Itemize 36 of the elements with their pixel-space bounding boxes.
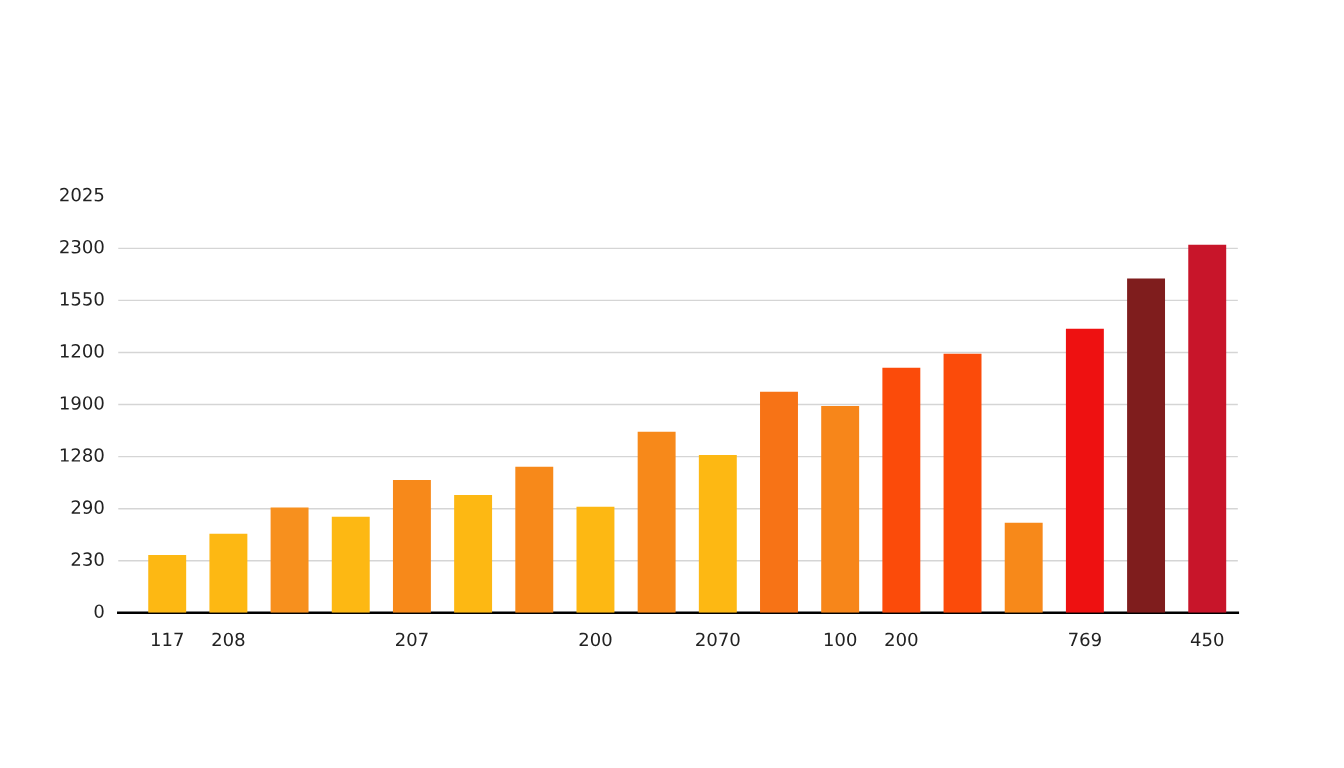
- x-tick-label: 450: [1190, 632, 1224, 647]
- bar: [821, 405, 860, 613]
- bar: [882, 367, 921, 613]
- bar: [943, 353, 982, 613]
- x-tick-label: 200: [885, 632, 918, 647]
- text: 230: [71, 552, 104, 567]
- text: 2025: [60, 187, 104, 202]
- x-tick-label: 769: [1069, 632, 1101, 647]
- x-tick-label: 208: [212, 632, 245, 647]
- bar: [392, 479, 431, 613]
- text: 1200: [60, 344, 104, 358]
- bar: [698, 454, 737, 613]
- bar: [1127, 278, 1166, 613]
- bar: [209, 533, 248, 613]
- bar: [637, 431, 676, 613]
- text: 290: [71, 500, 104, 514]
- text: 0: [94, 604, 104, 619]
- text: 2300: [60, 239, 104, 254]
- x-tick-label: 207: [396, 632, 428, 647]
- bar: [515, 466, 554, 613]
- x-tick-label: 2070: [696, 632, 740, 647]
- bar: [1188, 244, 1227, 613]
- x-tick-label: 117: [151, 632, 183, 647]
- bar: [270, 507, 309, 613]
- bar: [1065, 328, 1104, 613]
- bar: [576, 506, 615, 613]
- text: 1550: [60, 292, 104, 306]
- text: 1900: [60, 396, 104, 410]
- bar: [148, 555, 187, 613]
- bar: [760, 391, 798, 613]
- bar: [331, 516, 370, 613]
- x-tick-label: 200: [579, 632, 612, 647]
- bar: [454, 495, 493, 613]
- bar: [1004, 522, 1043, 613]
- text: 1280: [60, 448, 104, 462]
- x-tick-label: 100: [824, 632, 857, 647]
